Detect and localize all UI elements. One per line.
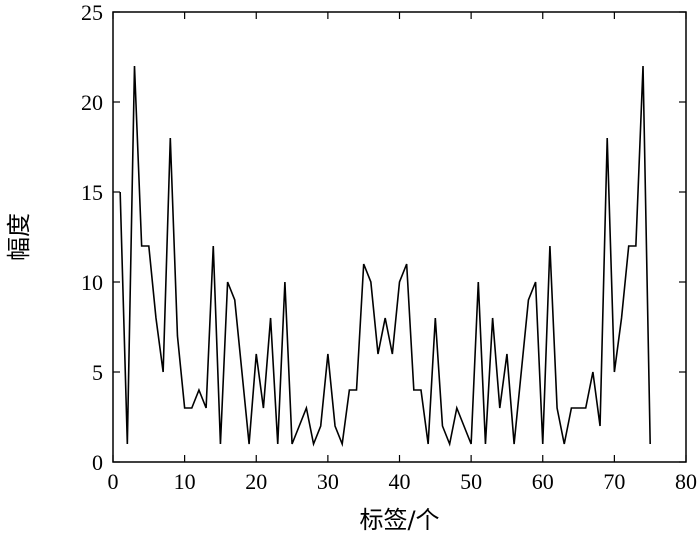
y-tick-label: 20 — [81, 90, 103, 115]
plot-frame — [112, 11, 687, 463]
y-tick-label: 15 — [81, 180, 103, 205]
x-tick-label: 70 — [603, 469, 625, 494]
y-axis-label: 幅度 — [5, 213, 33, 261]
x-tick-label: 0 — [108, 469, 119, 494]
y-tick-label: 5 — [92, 360, 103, 385]
y-tick-label: 10 — [81, 270, 103, 295]
series-line — [119, 65, 651, 448]
y-tick-label: 0 — [92, 450, 103, 475]
x-tick-label: 30 — [317, 469, 339, 494]
x-axis-label: 标签/个 — [359, 506, 439, 534]
x-tick-label: 40 — [389, 469, 411, 494]
y-tick-label: 25 — [81, 0, 103, 25]
x-tick-label: 50 — [460, 469, 482, 494]
x-tick-label: 60 — [532, 469, 554, 494]
x-tick-label: 20 — [245, 469, 267, 494]
x-tick-label: 80 — [675, 469, 697, 494]
x-tick-label: 10 — [174, 469, 196, 494]
tick-labels: 0 10 20 30 40 50 60 70 80 0 5 10 15 20 25 — [81, 0, 697, 494]
